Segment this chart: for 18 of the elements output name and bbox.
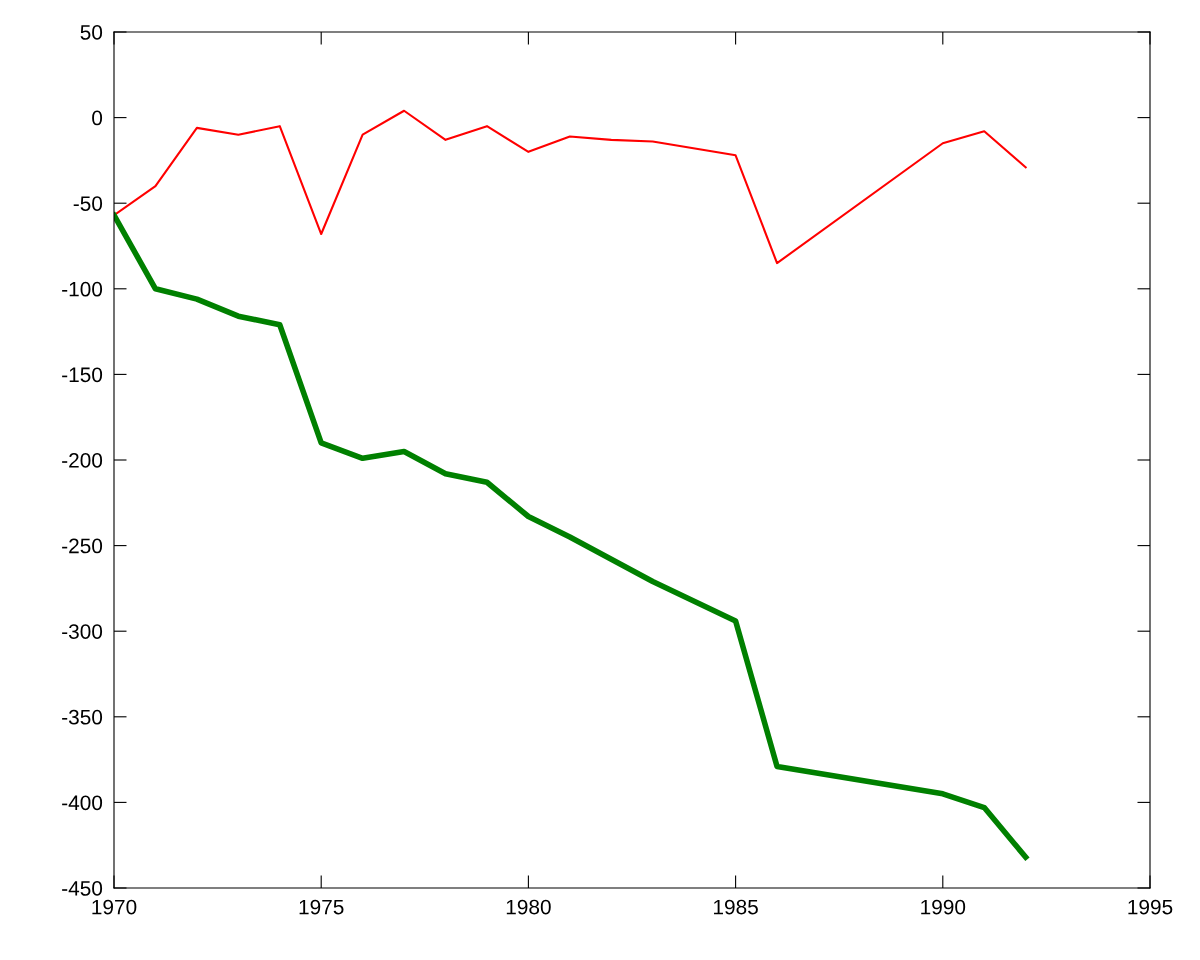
- y-tick-label: 0: [92, 110, 103, 126]
- y-tick-label: -250: [62, 538, 103, 554]
- x-tick-label: 1990: [921, 899, 966, 915]
- line-series: [114, 109, 1027, 265]
- y-tick-label: -100: [62, 281, 103, 297]
- y-tick-label: 50: [80, 25, 103, 40]
- y-tick-label: -50: [73, 196, 103, 211]
- y-tick-label: -350: [62, 709, 103, 725]
- y-tick-label: -200: [62, 453, 103, 468]
- x-tick-label: 1970: [92, 899, 137, 915]
- x-tick-label: 1985: [714, 899, 758, 915]
- x-tick-label: 1995: [1128, 899, 1173, 915]
- y-tick-label: -300: [62, 624, 103, 639]
- y-tick-label: -400: [62, 795, 103, 811]
- x-tick-label: 1975: [299, 899, 344, 915]
- y-tick-label: -150: [62, 367, 103, 383]
- y-tick-label: -450: [62, 881, 103, 896]
- x-tick-label: 1980: [506, 899, 551, 915]
